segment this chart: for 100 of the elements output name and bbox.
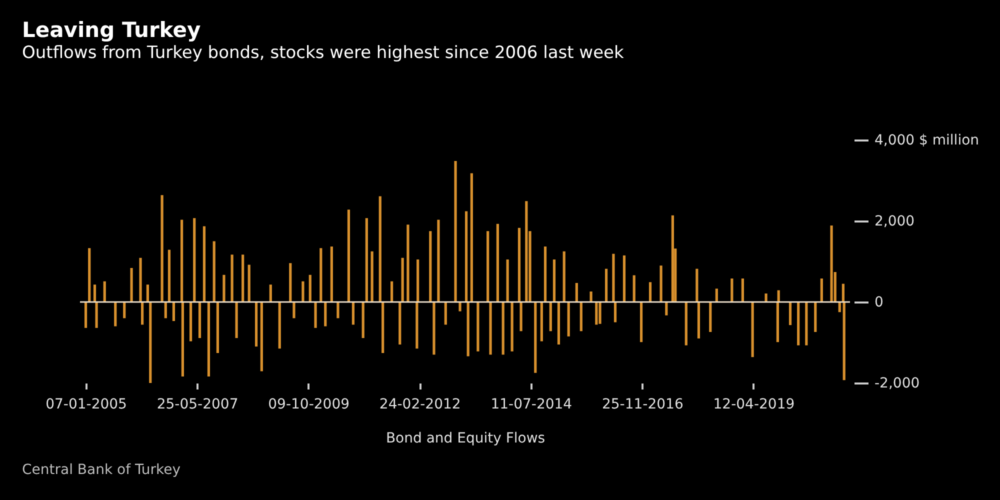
bar (486, 231, 490, 302)
bar (248, 264, 250, 302)
bar (567, 302, 570, 336)
bar (212, 241, 216, 302)
bar (198, 302, 202, 338)
bar (202, 226, 206, 302)
y-tick-label: 4,000 $ million (874, 132, 980, 148)
bar (640, 302, 643, 342)
bar (502, 302, 504, 355)
bar (575, 282, 578, 302)
bar (168, 250, 171, 302)
bar (562, 251, 566, 302)
bar (544, 246, 547, 302)
bar (370, 251, 374, 302)
bar (598, 302, 602, 324)
bar (432, 302, 436, 355)
x-tick-label: 12-04-2019 (713, 396, 795, 412)
bar (242, 254, 244, 302)
bar (476, 302, 480, 352)
bar (235, 302, 238, 338)
bar (684, 302, 688, 346)
bar (103, 281, 106, 302)
bar (764, 293, 768, 302)
chart-title: Leaving Turkey (22, 18, 201, 42)
bar (84, 302, 88, 328)
bar (254, 302, 258, 347)
bar (540, 302, 543, 342)
bar (330, 246, 333, 302)
bar (260, 302, 263, 372)
y-tick-label: -2,000 (874, 376, 920, 392)
bar (496, 224, 499, 302)
bar (709, 302, 712, 332)
bar (149, 302, 152, 383)
bar (222, 274, 226, 302)
bar (347, 210, 350, 302)
bar (193, 218, 196, 302)
bar (510, 302, 514, 352)
bar (365, 218, 368, 302)
bar (741, 278, 744, 302)
bar (454, 161, 457, 302)
bar (398, 302, 402, 345)
bar (352, 302, 355, 325)
bar (632, 275, 636, 302)
bar (525, 201, 528, 302)
bar (715, 288, 718, 302)
bar (805, 302, 808, 346)
bar (130, 268, 133, 302)
bar (401, 258, 404, 302)
bar (302, 281, 304, 302)
bar (660, 266, 662, 302)
bar (320, 248, 322, 302)
bar (292, 302, 296, 318)
bar (172, 302, 176, 322)
y-tick-label: 0 (874, 294, 884, 310)
bar (489, 302, 492, 355)
y-tick-label: 2,000 (874, 214, 915, 230)
bar (671, 215, 674, 302)
x-tick-label: 24-02-2012 (379, 396, 461, 412)
bar (552, 259, 556, 302)
bar (797, 302, 800, 346)
x-axis-title: Bond and Equity Flows (386, 430, 546, 446)
bar (604, 268, 608, 302)
bar (437, 220, 440, 302)
bar (788, 302, 792, 326)
bar (406, 224, 410, 302)
bar (362, 302, 364, 338)
bar (146, 284, 149, 302)
bar (534, 302, 537, 373)
x-tick-label: 07-01-2005 (46, 396, 127, 412)
bar (378, 196, 382, 302)
bar (314, 302, 317, 328)
bar (557, 302, 560, 345)
bar (444, 302, 447, 325)
bar (429, 231, 432, 302)
bar (580, 302, 582, 332)
bar (820, 278, 823, 302)
bar (289, 263, 292, 302)
x-tick-label: 09-10-2009 (268, 396, 350, 412)
bar (278, 302, 281, 349)
bar (751, 302, 754, 358)
bar (88, 248, 91, 302)
x-tick-label: 11-07-2014 (490, 396, 572, 412)
bar (730, 278, 734, 302)
bar (308, 274, 312, 302)
bar (324, 302, 327, 326)
bar (648, 282, 652, 302)
bar (390, 281, 394, 302)
bar (207, 302, 210, 377)
bar (114, 302, 117, 326)
bar (470, 173, 473, 302)
text: Central Bank of Turkey (22, 462, 181, 478)
bar (814, 302, 817, 332)
x-tick-label: 25-05-2007 (156, 396, 238, 412)
bar (269, 284, 272, 302)
bar (160, 195, 164, 302)
bar (830, 225, 833, 302)
bar (590, 291, 592, 302)
bar (216, 302, 219, 354)
chart-subtitle: Outflows from Turkey bonds, stocks were highest since 2006 last week (22, 43, 624, 63)
bar (382, 302, 384, 354)
